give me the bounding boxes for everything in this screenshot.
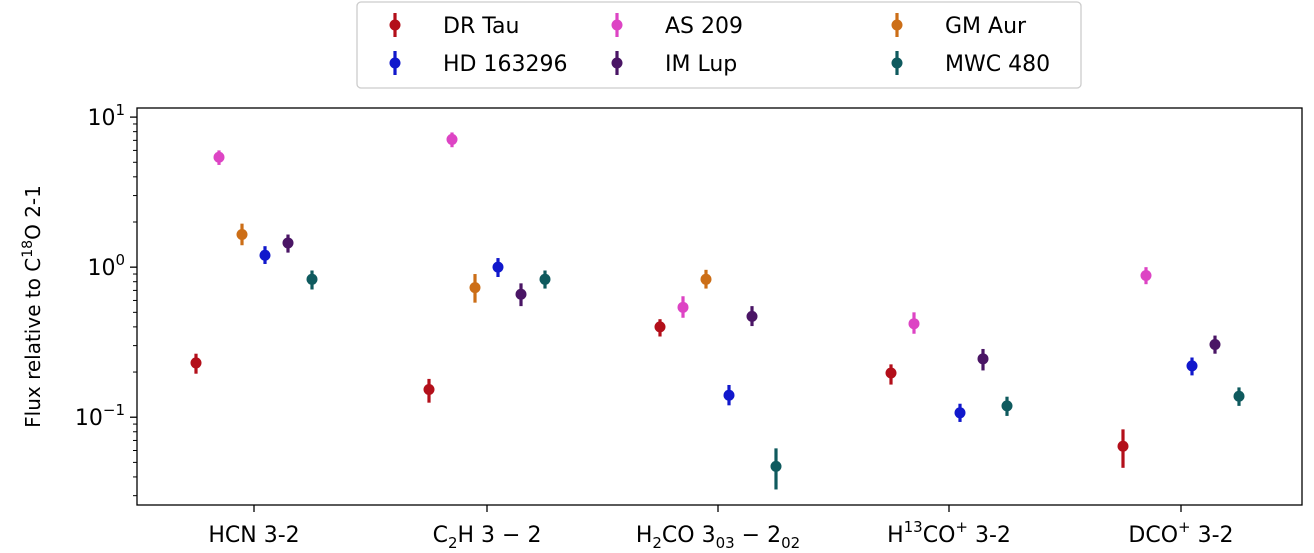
data-point: [423, 384, 435, 396]
data-point: [1140, 269, 1152, 281]
series-mwc-480: [306, 270, 1245, 490]
x-tick-label-part: CO 3: [662, 523, 716, 548]
y-tick-base: 10: [75, 406, 103, 431]
legend-item: AS 209: [611, 13, 743, 39]
data-point: [908, 318, 920, 330]
x-tick-label-part: 02: [781, 534, 800, 552]
y-axis-label-prefix: Flux relative to C: [21, 258, 45, 428]
x-tick-label-part: H: [887, 523, 904, 548]
legend-item: HD 163296: [389, 51, 567, 77]
data-point: [539, 273, 551, 285]
data-point: [1233, 390, 1245, 402]
y-tick-label: 10−1: [75, 401, 125, 431]
x-tick-label-part: +: [955, 518, 968, 536]
y-axis-label-suffix: O 2-1: [21, 185, 45, 240]
legend-item: IM Lup: [611, 51, 737, 77]
x-tick-label-part: H: [636, 523, 653, 548]
y-axis-label: Flux relative to C18O 2-1: [20, 185, 45, 428]
data-point: [770, 460, 782, 472]
x-tick-label-part: +: [1178, 518, 1191, 536]
series-dr-tau: [190, 319, 1129, 468]
data-point: [492, 261, 504, 273]
legend-item: GM Aur: [891, 13, 1027, 39]
legend-label: IM Lup: [665, 52, 737, 77]
data-point: [515, 288, 527, 300]
y-tick-exponent: −1: [103, 401, 125, 419]
y-tick-label: 101: [87, 101, 125, 131]
legend-item: DR Tau: [389, 13, 519, 39]
series-hd-163296: [259, 246, 1198, 422]
legend-marker: [611, 57, 623, 69]
plot-frame: [136, 107, 1303, 506]
x-tick-label: C2H 3 − 2: [433, 523, 542, 552]
y-tick-exponent: 1: [115, 101, 125, 119]
data-point: [654, 321, 666, 333]
legend-item: MWC 480: [891, 51, 1050, 77]
series-gm-aur: [236, 223, 712, 303]
series-as-209: [213, 132, 1152, 334]
data-point: [446, 133, 458, 145]
legend: DR Tau AS 209 GM Aur HD 163296 IM Lup MWC 480: [356, 1, 1082, 89]
y-tick-label: 100: [87, 251, 125, 281]
legend-label: MWC 480: [945, 52, 1050, 77]
x-tick-label: H13CO+ 3-2: [887, 518, 1011, 548]
x-tick-label-part: 2: [448, 534, 458, 552]
data-point: [1117, 440, 1129, 452]
y-axis-label-sup: 18: [20, 240, 36, 258]
data-point: [306, 273, 318, 285]
data-point: [700, 273, 712, 285]
legend-label: HD 163296: [443, 52, 567, 77]
x-tick-label-part: 3-2: [1191, 523, 1234, 548]
data-point: [977, 353, 989, 365]
legend-marker: [389, 19, 401, 31]
data-point: [469, 282, 481, 294]
data-point: [954, 407, 966, 419]
x-tick-label-part: 2: [652, 534, 662, 552]
x-tick-label-part: 3-2: [968, 523, 1011, 548]
data-point: [1209, 339, 1221, 351]
data-point: [282, 237, 294, 249]
x-tick-label: DCO+ 3-2: [1128, 518, 1233, 548]
x-tick-label-part: CO: [923, 523, 956, 548]
y-tick-exponent: 0: [115, 251, 125, 269]
data-point: [213, 151, 225, 163]
x-tick-label-part: H 3 − 2: [457, 523, 541, 548]
legend-label: DR Tau: [443, 14, 519, 39]
legend-label: GM Aur: [945, 14, 1027, 39]
data-point: [677, 301, 689, 313]
data-point: [746, 310, 758, 322]
x-tick-label-part: 03: [716, 534, 735, 552]
x-tick-label: H2CO 303 − 202: [636, 523, 800, 552]
x-tick-label-part: − 2: [735, 523, 781, 548]
x-tick-label-part: 13: [904, 518, 923, 536]
legend-marker: [891, 19, 903, 31]
data-point: [190, 357, 202, 369]
legend-marker: [891, 57, 903, 69]
legend-marker: [611, 19, 623, 31]
data-point: [723, 389, 735, 401]
y-tick-base: 10: [87, 106, 115, 131]
series-im-lup: [282, 234, 1221, 371]
data-point: [885, 367, 897, 379]
data-point: [259, 249, 271, 261]
y-tick-base: 10: [87, 256, 115, 281]
x-tick-label-part: C: [433, 523, 448, 548]
x-axis: HCN 3-2 C2H 3 − 2 H2CO 303 − 202 H13CO+ 3-2…: [208, 505, 1234, 552]
data-point: [1001, 400, 1013, 412]
data-point: [236, 229, 248, 241]
legend-marker: [389, 57, 401, 69]
x-tick-label-part: DCO: [1128, 523, 1178, 548]
plot-area: [136, 107, 1303, 506]
data-point: [1186, 360, 1198, 372]
legend-label: AS 209: [665, 14, 743, 39]
x-tick-label: HCN 3-2: [208, 523, 299, 548]
x-tick-label-part: HCN 3-2: [208, 523, 299, 548]
